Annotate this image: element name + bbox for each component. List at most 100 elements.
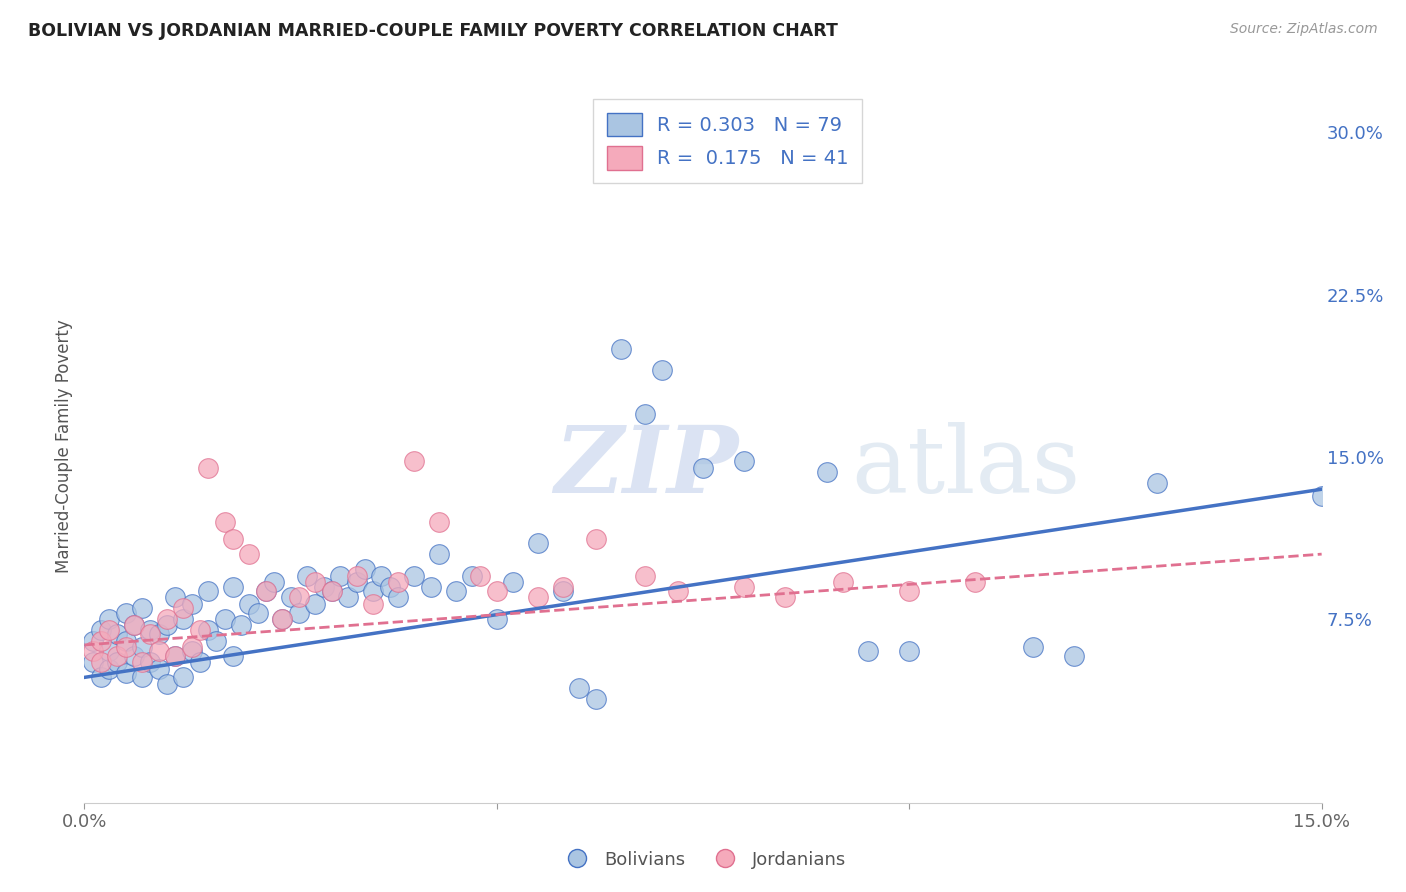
Bolivians	[1022, 640, 1045, 654]
Bolivians	[165, 648, 187, 663]
Bolivians	[105, 655, 128, 669]
Bolivians	[485, 612, 508, 626]
Bolivians	[131, 601, 153, 615]
Jordanians	[427, 515, 450, 529]
Bolivians	[222, 648, 245, 663]
Bolivians	[288, 606, 311, 620]
Jordanians	[404, 454, 426, 468]
Bolivians	[122, 618, 145, 632]
Bolivians	[353, 562, 375, 576]
Jordanians	[304, 575, 326, 590]
Jordanians	[82, 644, 104, 658]
Bolivians	[609, 342, 631, 356]
Bolivians	[1310, 489, 1333, 503]
Jordanians	[527, 591, 550, 605]
Bolivians	[254, 583, 277, 598]
Legend: Bolivians, Jordanians: Bolivians, Jordanians	[553, 844, 853, 876]
Bolivians	[271, 612, 294, 626]
Text: Source: ZipAtlas.com: Source: ZipAtlas.com	[1230, 22, 1378, 37]
Jordanians	[139, 627, 162, 641]
Bolivians	[419, 580, 441, 594]
Bolivians	[114, 666, 136, 681]
Jordanians	[197, 460, 219, 475]
Bolivians	[156, 618, 179, 632]
Jordanians	[470, 568, 492, 582]
Bolivians	[82, 655, 104, 669]
Bolivians	[139, 655, 162, 669]
Jordanians	[898, 583, 921, 598]
Bolivians	[197, 623, 219, 637]
Bolivians	[114, 633, 136, 648]
Jordanians	[254, 583, 277, 598]
Jordanians	[188, 623, 211, 637]
Jordanians	[148, 644, 170, 658]
Bolivians	[444, 583, 467, 598]
Bolivians	[733, 454, 755, 468]
Bolivians	[568, 681, 591, 696]
Bolivians	[90, 670, 112, 684]
Bolivians	[815, 465, 838, 479]
Bolivians	[527, 536, 550, 550]
Bolivians	[122, 648, 145, 663]
Jordanians	[165, 648, 187, 663]
Jordanians	[180, 640, 202, 654]
Bolivians	[139, 623, 162, 637]
Jordanians	[733, 580, 755, 594]
Bolivians	[180, 597, 202, 611]
Bolivians	[378, 580, 401, 594]
Bolivians	[131, 640, 153, 654]
Bolivians	[898, 644, 921, 658]
Jordanians	[122, 618, 145, 632]
Bolivians	[197, 583, 219, 598]
Bolivians	[105, 627, 128, 641]
Bolivians	[427, 547, 450, 561]
Bolivians	[114, 606, 136, 620]
Bolivians	[295, 568, 318, 582]
Bolivians	[229, 618, 252, 632]
Bolivians	[1146, 475, 1168, 490]
Bolivians	[634, 407, 657, 421]
Bolivians	[90, 623, 112, 637]
Jordanians	[346, 568, 368, 582]
Bolivians	[165, 591, 187, 605]
Jordanians	[114, 640, 136, 654]
Text: ZIP: ZIP	[554, 423, 738, 512]
Bolivians	[329, 568, 352, 582]
Bolivians	[188, 655, 211, 669]
Jordanians	[832, 575, 855, 590]
Y-axis label: Married-Couple Family Poverty: Married-Couple Family Poverty	[55, 319, 73, 573]
Bolivians	[461, 568, 484, 582]
Jordanians	[90, 655, 112, 669]
Jordanians	[634, 568, 657, 582]
Jordanians	[105, 648, 128, 663]
Bolivians	[98, 644, 121, 658]
Jordanians	[585, 532, 607, 546]
Bolivians	[205, 633, 228, 648]
Jordanians	[485, 583, 508, 598]
Bolivians	[404, 568, 426, 582]
Bolivians	[172, 612, 194, 626]
Bolivians	[387, 591, 409, 605]
Bolivians	[180, 644, 202, 658]
Bolivians	[651, 363, 673, 377]
Jordanians	[271, 612, 294, 626]
Jordanians	[172, 601, 194, 615]
Text: BOLIVIAN VS JORDANIAN MARRIED-COUPLE FAMILY POVERTY CORRELATION CHART: BOLIVIAN VS JORDANIAN MARRIED-COUPLE FAM…	[28, 22, 838, 40]
Bolivians	[214, 612, 236, 626]
Jordanians	[90, 633, 112, 648]
Jordanians	[361, 597, 384, 611]
Bolivians	[148, 662, 170, 676]
Bolivians	[280, 591, 302, 605]
Bolivians	[246, 606, 269, 620]
Bolivians	[692, 460, 714, 475]
Bolivians	[312, 580, 335, 594]
Bolivians	[172, 670, 194, 684]
Jordanians	[131, 655, 153, 669]
Bolivians	[238, 597, 260, 611]
Jordanians	[551, 580, 574, 594]
Bolivians	[98, 612, 121, 626]
Jordanians	[775, 591, 797, 605]
Jordanians	[156, 612, 179, 626]
Bolivians	[337, 591, 360, 605]
Jordanians	[222, 532, 245, 546]
